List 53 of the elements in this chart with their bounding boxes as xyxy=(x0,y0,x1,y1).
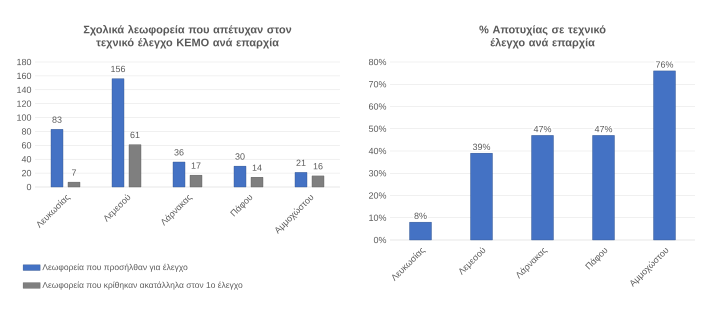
bar xyxy=(112,78,124,188)
data-label: 39% xyxy=(472,144,490,150)
data-label: 16 xyxy=(314,163,323,170)
data-label: 14 xyxy=(252,164,262,171)
y-tick-label: 100 xyxy=(17,114,32,121)
y-tick-label: 10% xyxy=(369,214,386,221)
bar xyxy=(312,176,324,188)
y-tick-label: 50% xyxy=(368,126,386,132)
data-label: 30 xyxy=(235,153,245,160)
data-label: 47% xyxy=(534,126,552,132)
y-tick-label: 30% xyxy=(368,170,386,176)
bar xyxy=(50,129,64,188)
y-tick-label: 180 xyxy=(17,58,32,66)
data-label: 83 xyxy=(52,116,62,123)
data-label: 17 xyxy=(192,162,201,169)
y-tick-label: 40 xyxy=(22,156,32,162)
bar xyxy=(653,70,676,240)
y-tick-label: 40% xyxy=(368,148,386,154)
y-tick-label: 70% xyxy=(368,81,386,88)
bar xyxy=(190,174,202,188)
chart-title: Σχολικά λεωφορεία που απέτυχαν στον τεχνικό έλεγχο ΚΕΜΟ ανά επαρχία xyxy=(84,25,292,48)
legend-label: Λεωφορεία που προσήλθαν για έλεγχο xyxy=(42,264,188,272)
y-tick-label: 120 xyxy=(17,100,32,107)
data-label: 156 xyxy=(111,66,126,72)
y-tick-label: 0 xyxy=(26,184,32,190)
y-tick-label: 80% xyxy=(368,58,386,66)
data-label: 47% xyxy=(594,126,612,132)
bar xyxy=(294,172,308,188)
y-tick-label: 160 xyxy=(17,72,32,80)
y-tick-label: 20 xyxy=(22,170,32,176)
bar xyxy=(234,166,246,188)
y-tick-label: 60 xyxy=(22,142,32,149)
bar xyxy=(68,182,80,188)
y-tick-label: 20% xyxy=(368,192,386,199)
data-label: 36 xyxy=(174,149,184,156)
bar xyxy=(531,135,554,240)
y-tick-label: 80 xyxy=(22,128,32,135)
data-label: 8% xyxy=(414,212,427,220)
bar xyxy=(250,177,264,188)
bar xyxy=(592,135,615,240)
y-tick-label: 0% xyxy=(374,236,386,244)
bar xyxy=(470,153,493,240)
data-label: 61 xyxy=(130,132,140,138)
legend-label: Λεωφορεία που κρίθηκαν ακατάλληλα στον 1ο έλεγχο xyxy=(42,282,242,290)
y-tick-label: 60% xyxy=(368,103,386,110)
data-label: 7 xyxy=(72,169,76,176)
chart-title: % Αποτυχίας σε τεχνικό έλεγχο ανά επαρχία xyxy=(479,25,606,48)
y-tick-label: 140 xyxy=(17,86,32,93)
bar xyxy=(128,144,142,188)
bar xyxy=(409,222,432,240)
bar xyxy=(172,162,186,188)
data-label: 76% xyxy=(656,61,674,68)
data-label: 21 xyxy=(296,160,306,166)
